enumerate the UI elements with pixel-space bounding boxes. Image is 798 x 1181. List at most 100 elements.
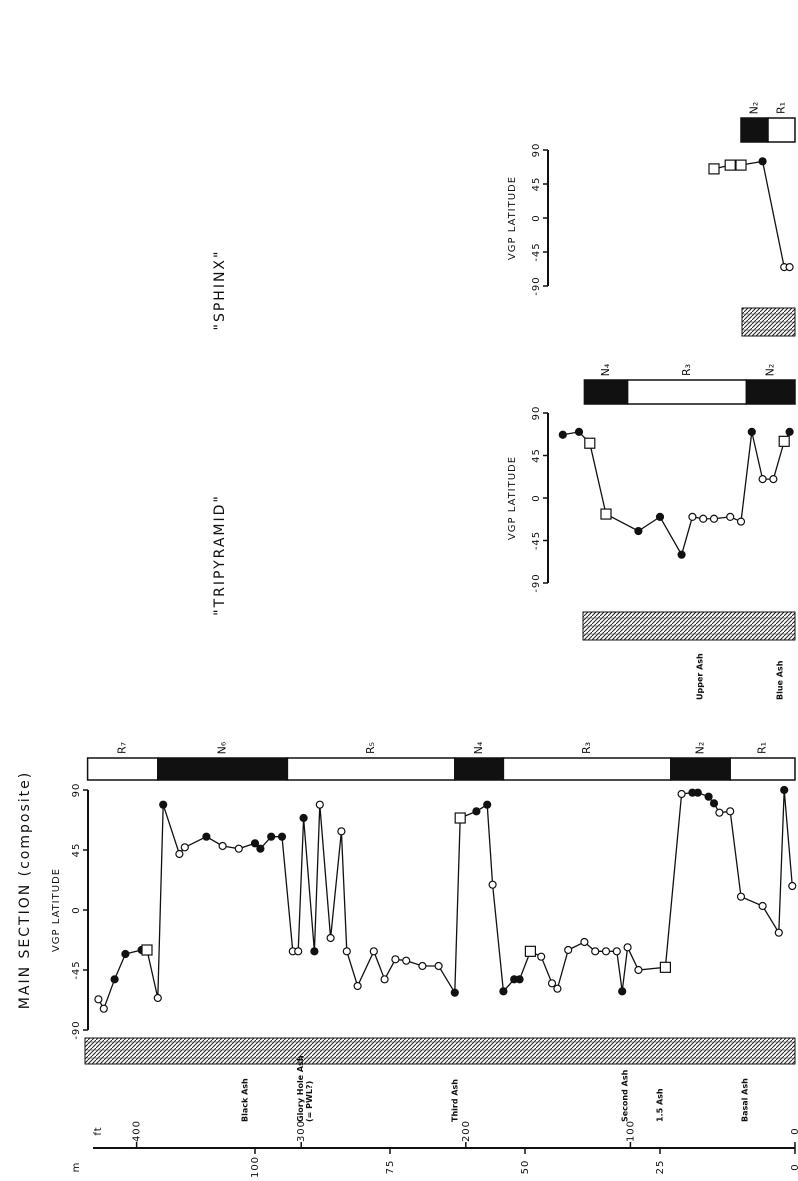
y-axis-label: VGP LATITUDE — [51, 868, 62, 952]
data-point — [725, 160, 735, 170]
polarity-zone — [584, 380, 627, 404]
data-point — [727, 808, 734, 815]
y-tick-label: -45 — [71, 960, 82, 979]
data-point — [176, 851, 183, 858]
y-tick-label: 0 — [71, 906, 82, 913]
data-point — [435, 963, 442, 970]
ash-label: Blue Ash — [776, 660, 785, 700]
polarity-label: N₄ — [472, 741, 485, 754]
data-point — [549, 980, 556, 987]
ash-label: 1.5 Ash — [656, 1088, 665, 1122]
data-point — [581, 939, 588, 946]
polarity-label: N₂ — [764, 364, 777, 377]
data-point — [142, 945, 152, 955]
data-point — [592, 948, 599, 955]
data-point — [279, 833, 286, 840]
data-point — [624, 944, 631, 951]
data-point — [381, 976, 388, 983]
data-line — [714, 161, 790, 267]
y-tick-label: 0 — [531, 494, 542, 501]
y-axis-label: VGP LATITUDE — [507, 176, 518, 260]
polarity-zone — [746, 380, 795, 404]
polarity-zone — [287, 758, 454, 780]
data-point — [781, 787, 788, 794]
polarity-zone — [768, 118, 795, 142]
data-point — [705, 793, 712, 800]
data-point — [660, 962, 670, 972]
x2-tick-label: 300 — [296, 1120, 307, 1142]
x-tick-label: 50 — [520, 1160, 531, 1175]
polarity-zone — [158, 758, 288, 780]
data-point — [455, 813, 465, 823]
polarity-zone — [628, 380, 747, 404]
data-point — [635, 967, 642, 974]
data-point — [203, 833, 210, 840]
data-point — [338, 828, 345, 835]
data-point — [613, 948, 620, 955]
x-tick-label: 25 — [655, 1160, 666, 1175]
data-point — [786, 428, 793, 435]
data-point — [235, 845, 242, 852]
ash-label: Third Ash — [451, 1079, 460, 1122]
polarity-label: R₁ — [756, 742, 769, 754]
lithology-column — [583, 612, 795, 640]
data-point — [786, 264, 793, 271]
polarity-label: R₃ — [680, 364, 693, 376]
data-point — [779, 436, 789, 446]
data-point — [111, 976, 118, 983]
data-point — [525, 946, 535, 956]
data-point — [619, 988, 626, 995]
data-point — [354, 983, 361, 990]
data-point — [770, 476, 777, 483]
polarity-label: R₅ — [364, 742, 377, 754]
data-point — [219, 843, 226, 850]
ash-label: Glory Hole Ash — [296, 1055, 305, 1122]
data-point — [311, 948, 318, 955]
data-point — [689, 513, 696, 520]
polarity-label: N₄ — [599, 363, 612, 376]
data-point — [709, 164, 719, 174]
polarity-label: N₆ — [216, 741, 229, 754]
data-point — [327, 935, 334, 942]
data-point — [252, 840, 259, 847]
data-point — [759, 476, 766, 483]
ash-label: Upper Ash — [696, 653, 705, 700]
data-point — [516, 976, 523, 983]
ash-label: Basal Ash — [741, 1078, 750, 1122]
polarity-label: R₃ — [580, 742, 593, 754]
data-point — [711, 515, 718, 522]
chart-title: "TRIPYRAMID" — [212, 494, 228, 616]
x-tick-label: 75 — [385, 1160, 396, 1175]
x2-axis-unit: ft — [93, 1126, 104, 1135]
data-point — [727, 513, 734, 520]
y-tick-label: -90 — [531, 276, 542, 295]
polarity-zone — [741, 118, 768, 142]
figure: MAIN SECTION (composite)VGP LATITUDE-90-… — [0, 0, 798, 1181]
data-point — [678, 551, 685, 558]
data-point — [154, 995, 161, 1002]
polarity-zone — [503, 758, 670, 780]
data-point — [122, 951, 129, 958]
data-point — [554, 985, 561, 992]
data-point — [316, 801, 323, 808]
data-point — [500, 988, 507, 995]
lithology-column — [85, 1038, 795, 1064]
data-point — [759, 903, 766, 910]
y-tick-label: 45 — [531, 448, 542, 463]
chart-title: "SPHINX" — [212, 250, 228, 331]
ash-label: Second Ash — [621, 1069, 630, 1122]
data-point — [738, 518, 745, 525]
data-point — [603, 948, 610, 955]
data-point — [576, 428, 583, 435]
ash-label: Black Ash — [241, 1078, 250, 1122]
data-point — [635, 528, 642, 535]
data-point — [419, 963, 426, 970]
y-tick-label: 45 — [531, 177, 542, 192]
y-tick-label: -90 — [531, 573, 542, 592]
polarity-zone — [88, 758, 158, 780]
ash-label: (= PWL?) — [305, 1081, 314, 1122]
y-tick-label: 90 — [531, 406, 542, 421]
polarity-zone — [730, 758, 795, 780]
data-line — [563, 432, 790, 555]
polarity-label: N₂ — [694, 742, 707, 755]
